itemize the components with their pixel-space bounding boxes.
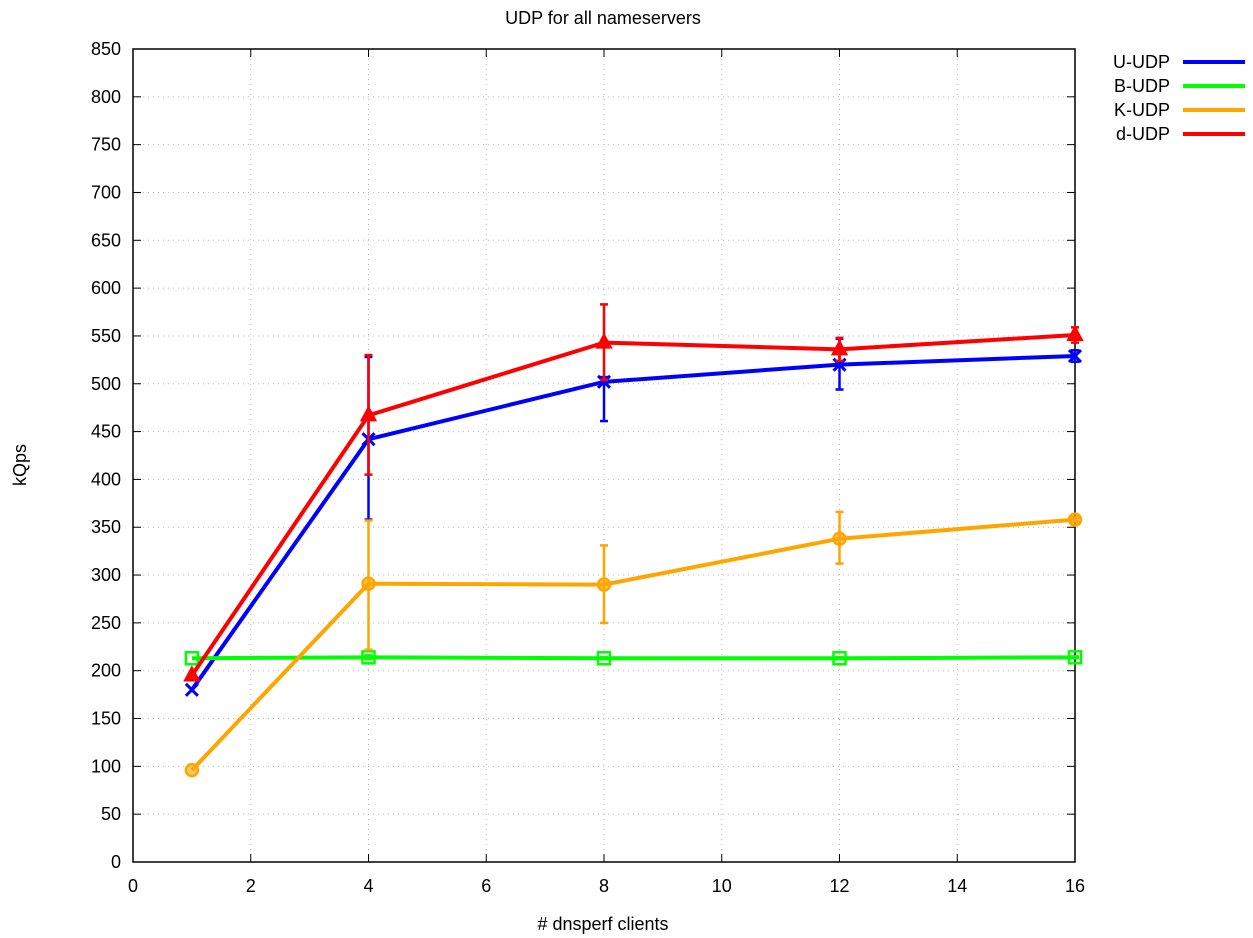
point-marker-square — [1067, 650, 1083, 665]
point-marker-triangle — [183, 665, 201, 682]
point-marker-square — [832, 651, 847, 666]
y-tick-label: 500 — [91, 374, 121, 394]
x-tick-label: 12 — [829, 876, 849, 896]
legend-label: U-UDP — [1113, 52, 1170, 72]
x-tick-label: 10 — [712, 876, 732, 896]
y-tick-label: 800 — [91, 87, 121, 107]
x-tick-label: 4 — [363, 876, 373, 896]
series-d-udp — [183, 303, 1084, 682]
point-marker-triangle — [830, 339, 849, 356]
x-tick-label: 6 — [481, 876, 491, 896]
x-tick-label: 16 — [1065, 876, 1085, 896]
y-tick-label: 700 — [91, 182, 121, 202]
x-axis-title: # dnsperf clients — [537, 914, 668, 934]
chart-title: UDP for all nameservers — [505, 8, 701, 28]
series-line-u-udp — [190, 354, 1076, 691]
series-k-udp — [184, 510, 1083, 778]
legend: U-UDP B-UDP K-UDP d-UDP — [1113, 52, 1245, 144]
y-tick-label: 50 — [101, 804, 121, 824]
point-marker-circle — [361, 576, 376, 591]
point-marker-x — [184, 682, 199, 697]
x-tick-label: 0 — [128, 876, 138, 896]
series-b-udp — [184, 650, 1083, 666]
x-tick-label: 8 — [599, 876, 609, 896]
legend-label: K-UDP — [1114, 100, 1170, 120]
point-marker-square — [361, 650, 376, 665]
point-marker-x — [1067, 348, 1083, 364]
y-tick-label: 600 — [91, 278, 121, 298]
x-tick-label: 2 — [246, 876, 256, 896]
point-marker-circle — [184, 762, 200, 778]
plot-area-frame — [132, 48, 1076, 863]
y-axis-title: kQps — [10, 444, 30, 486]
legend-label: d-UDP — [1116, 124, 1170, 144]
y-tick-label: 450 — [91, 422, 121, 442]
grid — [133, 49, 1075, 862]
y-tick-label: 0 — [111, 852, 121, 872]
series-line-b-udp — [191, 655, 1076, 661]
series-group — [183, 303, 1084, 778]
x-tick-label: 14 — [947, 876, 967, 896]
legend-item-k-udp: K-UDP — [1114, 100, 1245, 120]
y-tick-label: 750 — [91, 135, 121, 155]
axis-ticks: 0501001502002503003504004505005506006507… — [91, 39, 1085, 896]
point-marker-square — [184, 651, 200, 666]
y-tick-label: 100 — [91, 756, 121, 776]
series-u-udp — [184, 337, 1083, 697]
point-marker-circle — [596, 577, 612, 592]
y-tick-label: 200 — [91, 661, 121, 681]
y-tick-label: 350 — [91, 517, 121, 537]
series-line-k-udp — [190, 517, 1076, 772]
legend-label: B-UDP — [1114, 76, 1170, 96]
legend-item-u-udp: U-UDP — [1113, 52, 1245, 72]
point-marker-square — [596, 651, 612, 666]
point-marker-x — [596, 374, 612, 389]
y-tick-label: 250 — [91, 613, 121, 633]
y-tick-label: 850 — [91, 39, 121, 59]
y-tick-label: 650 — [91, 230, 121, 250]
y-tick-label: 550 — [91, 326, 121, 346]
y-tick-label: 300 — [91, 565, 121, 585]
y-tick-label: 150 — [91, 709, 121, 729]
point-marker-triangle — [1066, 324, 1084, 341]
point-marker-circle — [832, 531, 847, 546]
point-marker-circle — [1067, 512, 1083, 527]
point-marker-triangle — [595, 332, 613, 349]
point-marker-triangle — [359, 405, 378, 422]
legend-item-b-udp: B-UDP — [1114, 76, 1245, 96]
legend-item-d-udp: d-UDP — [1116, 124, 1245, 144]
y-tick-label: 400 — [91, 469, 121, 489]
